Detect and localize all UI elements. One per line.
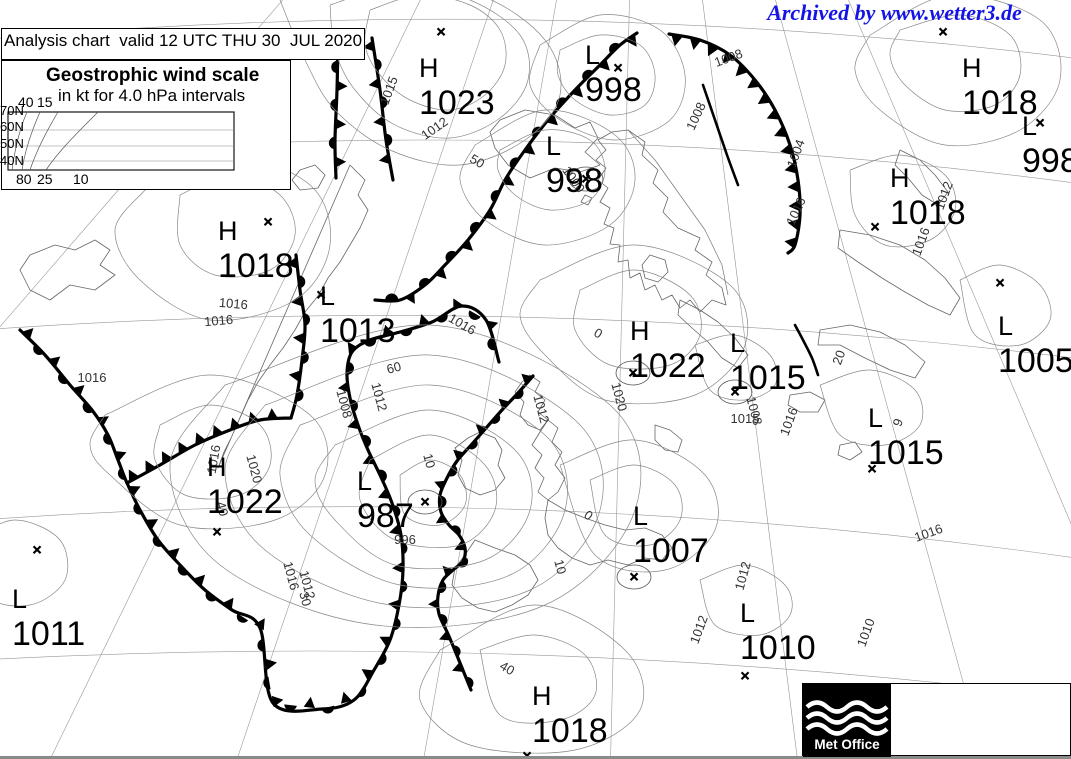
svg-text:Met Office: Met Office (814, 737, 880, 752)
